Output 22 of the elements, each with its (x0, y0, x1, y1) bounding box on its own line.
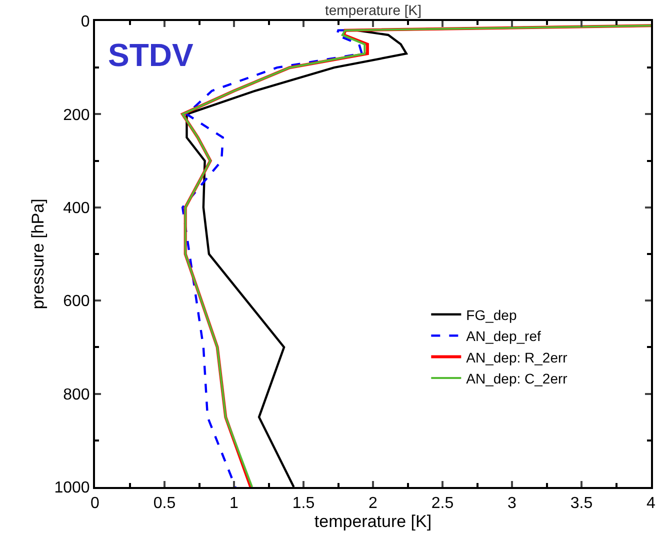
y-tick-label: 800 (63, 386, 90, 404)
x-tick-label: 4 (646, 495, 656, 512)
chart-title: temperature [K] (325, 2, 422, 18)
y-tick-label: 0 (80, 14, 90, 31)
y-tick-label: 1000 (54, 480, 90, 497)
x-tick-label: 3.5 (570, 495, 593, 512)
y-tick-label: 600 (63, 293, 90, 310)
x-tick-label: 2 (368, 495, 378, 512)
y-axis-title: pressure [hPa] (28, 198, 48, 310)
legend-label: AN_dep_ref (466, 328, 541, 344)
x-tick-label: 1.5 (292, 495, 315, 512)
x-tick-label: 1 (230, 495, 239, 512)
y-tick-label: 400 (63, 200, 90, 217)
x-tick-label: 3 (508, 495, 517, 512)
legend-label: AN_dep: R_2err (466, 349, 568, 366)
x-axis-title: temperature [K] (314, 512, 432, 532)
annotation: STDV (108, 37, 194, 73)
legend-label: AN_dep: C_2err (466, 370, 568, 386)
y-tick-label: 200 (63, 106, 90, 124)
legend-label: FG_dep (466, 306, 517, 323)
x-tick-label: 2.5 (431, 495, 454, 512)
x-tick-label: 0.5 (153, 495, 176, 512)
